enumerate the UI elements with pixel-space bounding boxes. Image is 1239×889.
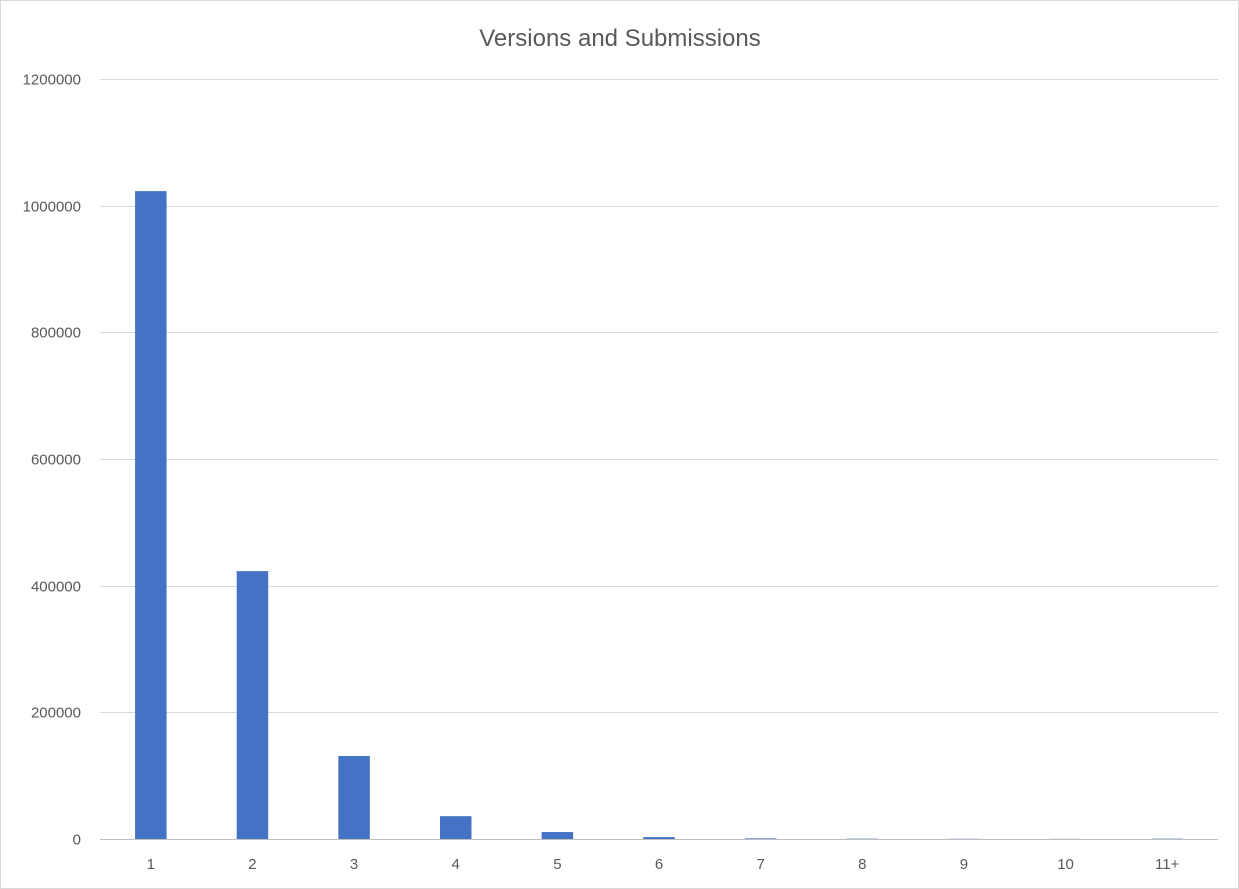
y-tick-label: 200000 [31, 705, 81, 722]
x-tick-label: 2 [248, 856, 256, 873]
x-tick-label: 7 [756, 856, 764, 873]
y-tick-label: 0 [73, 832, 81, 849]
y-tick-label: 400000 [31, 579, 81, 596]
bar-5 [541, 832, 574, 839]
x-tick-label: 3 [350, 856, 358, 873]
x-tick-label: 5 [553, 856, 561, 873]
x-axis: 1 2 3 4 5 6 7 8 9 10 11+ [147, 856, 1180, 873]
bar-7 [744, 838, 777, 839]
bar-6 [643, 837, 675, 839]
y-tick-label: 1000000 [23, 199, 81, 216]
bar-1 [135, 191, 167, 840]
x-tick-label: 10 [1057, 856, 1074, 873]
bar-4 [439, 816, 472, 839]
chart-title: Versions and Submissions [479, 25, 760, 52]
x-tick-label: 4 [452, 856, 460, 873]
y-tick-label: 1200000 [23, 72, 81, 89]
x-tick-label: 1 [147, 856, 155, 873]
grid [100, 79, 1218, 713]
bar-2 [236, 571, 269, 839]
y-tick-label: 800000 [31, 325, 81, 342]
x-tick-label: 6 [655, 856, 663, 873]
y-axis: 0 200000 400000 600000 800000 1000000 1200000 [23, 72, 81, 849]
bar-series [135, 191, 1183, 840]
x-tick-label: 8 [858, 856, 866, 873]
x-tick-label: 11+ [1155, 856, 1180, 873]
y-tick-label: 600000 [31, 452, 81, 469]
x-tick-label: 9 [960, 856, 968, 873]
bar-3 [338, 756, 370, 839]
